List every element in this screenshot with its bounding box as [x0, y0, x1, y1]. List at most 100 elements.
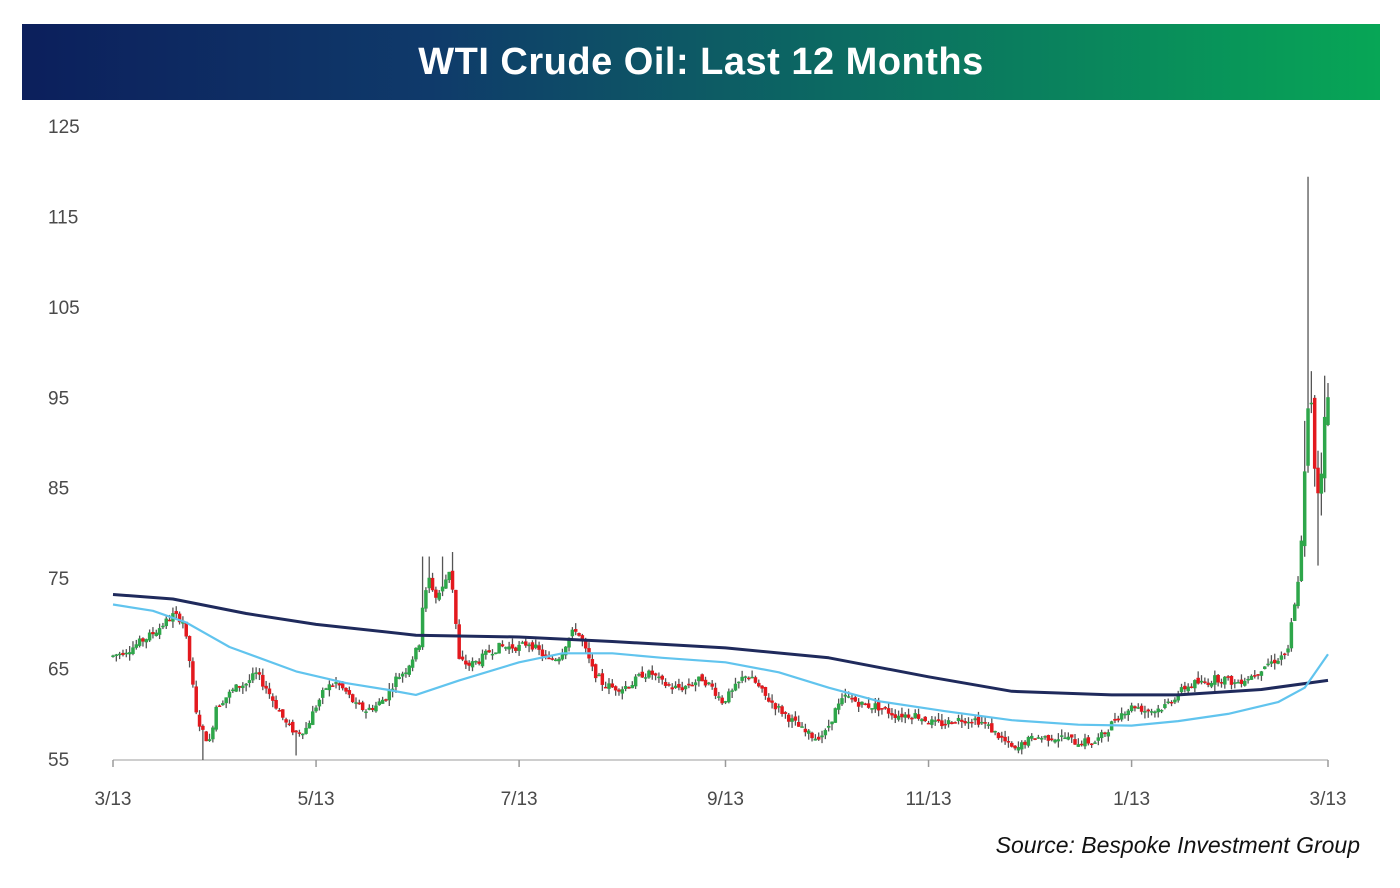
candle-down — [267, 688, 272, 695]
candle-down — [454, 589, 458, 624]
candle-down — [174, 611, 178, 614]
candle-down — [796, 721, 801, 727]
chart-title-bar: WTI Crude Oil: Last 12 Months — [22, 24, 1380, 100]
candle-up — [1159, 709, 1164, 712]
candle-down — [990, 723, 994, 733]
candle-up — [647, 670, 651, 678]
candle-up — [1186, 686, 1190, 692]
x-tick-label: 1/13 — [1113, 789, 1150, 810]
candle-up — [1129, 705, 1134, 712]
candle-down — [217, 705, 222, 707]
candle-down — [923, 716, 927, 722]
candle-up — [633, 676, 638, 687]
candle-down — [204, 731, 208, 742]
candle-down — [1079, 743, 1084, 746]
candle-up — [1279, 655, 1284, 660]
candle-up — [553, 659, 558, 662]
candle-down — [1146, 709, 1150, 712]
candle-up — [557, 658, 561, 662]
candle-up — [317, 699, 322, 707]
candle-down — [747, 677, 751, 680]
candle-down — [810, 732, 814, 739]
candle-down — [650, 670, 655, 675]
candle-up — [920, 719, 924, 722]
candle-up — [214, 706, 218, 730]
candle-up — [134, 644, 139, 648]
candle-down — [360, 702, 365, 711]
candle-up — [424, 590, 428, 609]
candle-up — [1020, 742, 1024, 750]
candle-down — [783, 712, 788, 714]
candle-up — [517, 644, 521, 651]
candle-up — [154, 632, 159, 636]
candle-down — [237, 686, 242, 688]
candle-up — [414, 647, 418, 660]
candle-down — [1013, 745, 1017, 749]
candle-down — [863, 703, 868, 705]
candle-down — [344, 688, 348, 692]
candle-up — [597, 674, 601, 677]
candle-up — [1243, 680, 1247, 686]
candle-down — [271, 696, 275, 701]
candle-up — [1026, 737, 1031, 746]
candle-up — [437, 592, 441, 600]
candle-up — [846, 696, 851, 698]
candle-up — [387, 689, 392, 701]
candle-up — [480, 653, 485, 667]
candle-up — [1296, 581, 1300, 607]
candle-down — [264, 685, 268, 689]
candle-down — [850, 697, 854, 700]
candle-down — [663, 681, 668, 686]
candle-down — [430, 577, 435, 591]
candle-up — [520, 642, 525, 644]
candle-up — [806, 730, 811, 734]
candle-down — [670, 687, 674, 690]
candle-up — [394, 676, 398, 687]
candle-down — [141, 638, 145, 642]
candle-down — [916, 714, 921, 719]
y-tick-label: 125 — [48, 117, 80, 138]
candle-up — [567, 637, 571, 648]
candle-up — [221, 703, 225, 706]
candle-up — [860, 701, 864, 705]
candle-up — [930, 719, 934, 725]
candle-up — [1263, 666, 1267, 670]
candle-up — [484, 650, 488, 655]
candle-up — [1096, 737, 1101, 741]
candle-up — [933, 720, 937, 722]
candle-up — [211, 727, 215, 740]
candle-up — [137, 638, 142, 646]
candle-up — [730, 690, 734, 692]
candle-up — [241, 685, 245, 689]
candle-up — [896, 715, 901, 720]
candle-down — [337, 683, 342, 686]
candle-down — [720, 697, 724, 704]
candle-up — [1319, 473, 1324, 494]
candle-up — [494, 652, 498, 654]
candle-up — [1029, 735, 1034, 739]
candle-up — [1163, 704, 1167, 709]
candle-down — [277, 710, 282, 712]
candle-down — [770, 700, 774, 703]
candle-down — [880, 708, 884, 710]
candle-down — [577, 632, 581, 636]
candle-up — [1193, 680, 1197, 689]
candle-down — [121, 652, 125, 655]
y-tick-label: 75 — [48, 569, 69, 590]
candle-down — [856, 701, 861, 707]
candle-down — [590, 658, 595, 667]
candle-up — [986, 724, 991, 726]
candle-down — [760, 685, 764, 689]
candle-down — [550, 658, 555, 660]
candle-up — [1299, 540, 1304, 581]
candle-down — [510, 644, 515, 649]
candle-up — [474, 660, 478, 663]
candle-up — [697, 676, 701, 682]
candle-up — [354, 702, 358, 704]
candle-down — [1253, 675, 1257, 677]
candle-down — [613, 686, 618, 691]
candle-down — [996, 732, 1001, 739]
candle-up — [400, 673, 405, 677]
candle-down — [687, 683, 691, 686]
